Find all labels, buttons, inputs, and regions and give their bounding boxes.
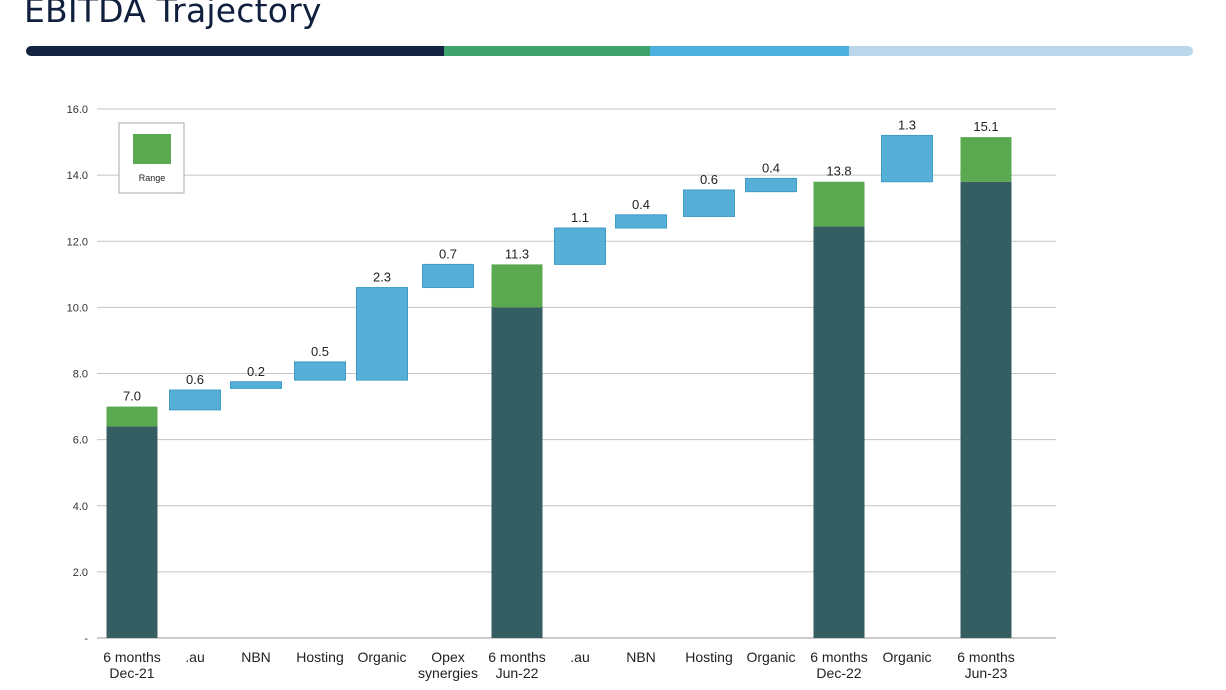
bar-total <box>813 226 865 638</box>
y-tick-label: 16.0 <box>67 104 88 116</box>
bar-range <box>491 264 543 308</box>
bar-value-label: 0.4 <box>762 160 780 175</box>
x-tick-label: Jun-22 <box>496 665 539 681</box>
x-tick-label: Hosting <box>685 649 732 665</box>
bar-total <box>960 181 1012 639</box>
title-accent-bar <box>26 46 1193 56</box>
x-tick-label: Organic <box>357 649 406 665</box>
bar-value-label: 11.3 <box>505 246 529 261</box>
y-tick-label: 10.0 <box>67 302 88 314</box>
legend-label-range: Range <box>139 173 166 183</box>
bar-increment <box>615 214 667 229</box>
bar-range <box>106 406 158 427</box>
bar-increment <box>230 381 282 389</box>
y-tick-label: 8.0 <box>73 369 88 381</box>
x-tick-label: Dec-21 <box>109 665 154 681</box>
bar-value-label: 0.2 <box>247 364 265 379</box>
bar-increment <box>169 389 221 411</box>
bar-total <box>106 426 158 638</box>
page-title: EBITDA Trajectory <box>24 0 322 30</box>
accent-bar-segment <box>848 46 1193 56</box>
x-tick-label: 6 months <box>810 649 868 665</box>
bar-value-label: 1.1 <box>571 210 589 225</box>
accent-bar-segment <box>650 46 849 56</box>
x-tick-label: .au <box>185 649 204 665</box>
x-tick-label: Organic <box>882 649 931 665</box>
y-tick-label: 2.0 <box>73 567 88 579</box>
x-tick-label: 6 months <box>957 649 1015 665</box>
bar-increment <box>294 361 346 381</box>
x-tick-label: Dec-22 <box>816 665 861 681</box>
bar-value-label: 0.6 <box>186 372 204 387</box>
y-tick-label: 14.0 <box>67 170 88 182</box>
x-tick-label: Organic <box>746 649 795 665</box>
bar-total <box>491 307 543 638</box>
x-tick-label: Jun-23 <box>965 665 1008 681</box>
bar-increment <box>881 134 933 183</box>
bar-range <box>813 181 865 227</box>
bar-value-label: 0.6 <box>700 172 718 187</box>
bar-increment <box>745 177 797 193</box>
bar-value-label: 15.1 <box>973 119 998 134</box>
bar-value-label: 7.0 <box>123 389 141 404</box>
legend-swatch-range <box>133 134 171 164</box>
bar-value-label: 0.5 <box>311 344 329 359</box>
bar-increment <box>554 227 606 265</box>
bar-value-label: 0.4 <box>632 197 650 212</box>
bar-value-label: 2.3 <box>373 270 391 285</box>
x-tick-label: 6 months <box>488 649 546 665</box>
accent-bar-segment <box>26 46 444 56</box>
bar-increment <box>422 263 474 289</box>
y-tick-label: 12.0 <box>67 236 88 248</box>
bar-value-label: 13.8 <box>826 164 851 179</box>
accent-bar-segment <box>443 46 651 56</box>
x-tick-label: NBN <box>241 649 271 665</box>
y-tick-label: 6.0 <box>73 435 88 447</box>
y-tick-label: 4.0 <box>73 501 88 513</box>
y-tick-label: - <box>84 633 88 645</box>
x-tick-label: 6 months <box>103 649 161 665</box>
x-tick-label: synergies <box>418 665 478 681</box>
x-tick-label: Hosting <box>296 649 343 665</box>
bar-increment <box>356 287 408 381</box>
bar-range <box>960 137 1012 182</box>
bar-value-label: 0.7 <box>439 246 457 261</box>
x-tick-label: Opex <box>431 649 464 665</box>
x-tick-label: NBN <box>626 649 656 665</box>
bar-increment <box>683 189 735 217</box>
bar-value-label: 1.3 <box>898 117 916 132</box>
x-tick-label: .au <box>570 649 589 665</box>
